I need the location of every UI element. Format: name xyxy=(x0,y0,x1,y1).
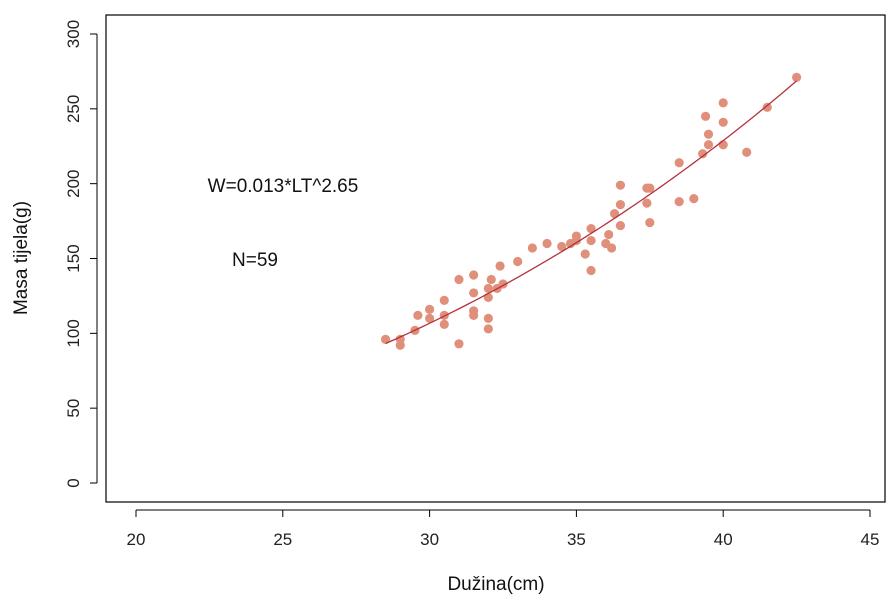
data-point xyxy=(483,292,493,303)
data-point xyxy=(469,270,479,280)
data-point xyxy=(742,147,752,157)
x-axis-title: Dužina(cm) xyxy=(447,574,544,595)
data-point xyxy=(413,310,423,320)
data-point xyxy=(395,334,405,344)
data-points xyxy=(380,72,802,350)
data-point xyxy=(483,313,493,323)
data-point xyxy=(469,288,479,298)
data-point xyxy=(615,180,626,190)
data-point xyxy=(454,274,464,285)
y-tick-label: 50 xyxy=(64,399,83,418)
data-point xyxy=(718,98,728,108)
y-tick-label: 100 xyxy=(64,319,83,347)
y-tick-label: 0 xyxy=(64,478,83,487)
x-tick-label: 20 xyxy=(127,530,146,549)
data-point xyxy=(674,197,684,207)
data-point xyxy=(609,209,620,219)
x-tick-label: 25 xyxy=(273,530,292,549)
data-point xyxy=(604,229,614,240)
data-point xyxy=(542,238,552,249)
data-point xyxy=(483,324,493,334)
data-point xyxy=(425,304,435,314)
y-tick-label: 200 xyxy=(64,169,83,197)
x-tick-label: 45 xyxy=(861,530,880,549)
x-tick-label: 40 xyxy=(714,530,733,549)
data-point xyxy=(483,283,493,294)
data-point xyxy=(718,117,728,127)
y-tick-label: 150 xyxy=(64,244,83,272)
data-point xyxy=(565,238,576,249)
data-point xyxy=(580,249,590,259)
data-point xyxy=(674,158,684,168)
data-point xyxy=(454,339,464,349)
data-point xyxy=(586,265,596,276)
data-point xyxy=(642,198,652,208)
x-axis: 20 25 30 35 40 45 xyxy=(127,509,880,549)
data-point xyxy=(645,183,655,193)
data-point xyxy=(571,231,582,241)
data-point xyxy=(689,194,699,204)
data-point xyxy=(557,241,567,252)
data-point xyxy=(615,200,626,210)
data-point xyxy=(439,319,449,329)
data-point xyxy=(645,217,655,228)
y-axis: 0 50 100 150 200 250 300 xyxy=(64,20,98,488)
equation-annotation: W=0.013*LT^2.65 xyxy=(208,176,359,197)
data-point xyxy=(527,243,537,253)
data-point xyxy=(495,261,505,271)
sample-size-annotation: N=59 xyxy=(232,250,278,271)
data-point xyxy=(703,129,714,139)
data-point xyxy=(486,274,496,285)
x-tick-label: 35 xyxy=(567,530,586,549)
y-axis-title: Masa tijela(g) xyxy=(11,201,32,315)
fit-curve xyxy=(385,80,798,345)
x-tick-label: 30 xyxy=(420,530,439,549)
data-point xyxy=(425,313,435,323)
data-point xyxy=(718,140,728,150)
data-point xyxy=(439,295,449,306)
data-point xyxy=(698,149,708,159)
plot-frame xyxy=(105,14,886,503)
data-point xyxy=(762,102,772,112)
data-point xyxy=(607,243,617,253)
y-tick-label: 250 xyxy=(64,95,83,123)
data-point xyxy=(792,72,802,83)
data-point xyxy=(513,256,523,267)
data-point xyxy=(586,223,596,234)
data-point xyxy=(380,334,391,344)
data-point xyxy=(586,235,596,246)
data-point xyxy=(703,140,714,150)
y-tick-label: 300 xyxy=(64,20,83,48)
data-point xyxy=(615,220,626,231)
data-point xyxy=(469,306,479,316)
data-point xyxy=(700,111,711,121)
